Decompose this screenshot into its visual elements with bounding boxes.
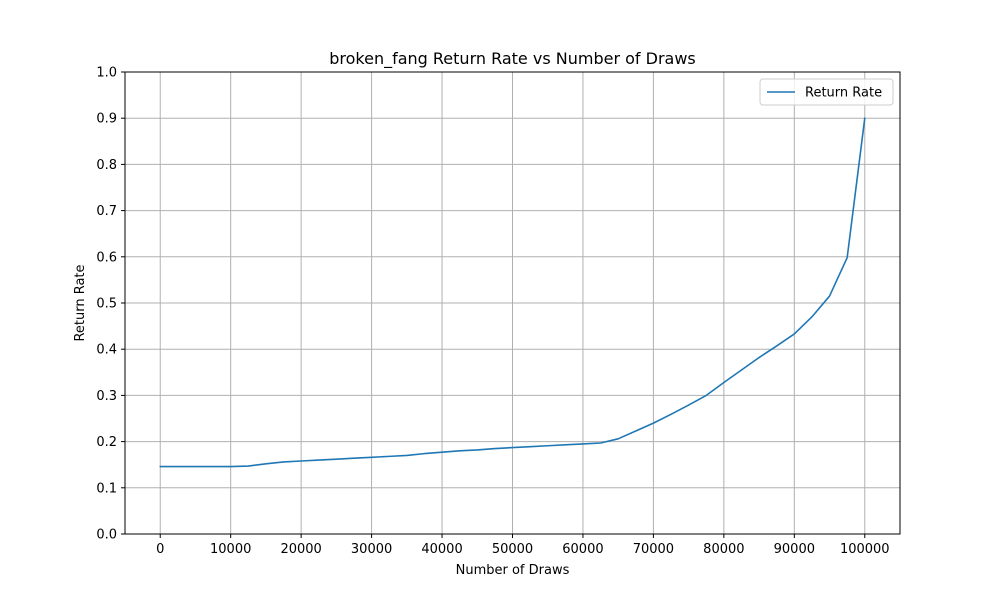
chart-title: broken_fang Return Rate vs Number of Dra…: [329, 49, 696, 69]
x-axis-ticks: 0 10000 20000 30000 40000 50000 60000 70000 8000…: [156, 534, 890, 557]
y-tick-label: 0.6: [96, 250, 117, 265]
y-tick-label: 0.4: [96, 343, 117, 358]
x-tick-label: 60000: [562, 542, 603, 557]
x-tick-label: 90000: [774, 542, 815, 557]
legend-box: [759, 78, 894, 106]
series-lines: [159, 117, 866, 468]
y-tick-label: 0.1: [96, 481, 117, 496]
legend: Return Rate: [759, 78, 894, 106]
x-tick-label: 100000: [840, 542, 890, 557]
legend-label: Return Rate: [805, 86, 882, 101]
y-axis-title: Return Rate: [73, 264, 88, 341]
y-tick-label: 0.0: [96, 528, 117, 543]
x-tick-label: 20000: [280, 542, 321, 557]
y-tick-label: 0.3: [96, 389, 117, 404]
y-tick-label: 0.2: [96, 435, 117, 450]
x-tick-label: 80000: [703, 542, 744, 557]
x-tick-label: 10000: [210, 542, 251, 557]
x-tick-label: 40000: [421, 542, 462, 557]
y-tick-label: 0.5: [96, 297, 117, 312]
x-tick-label: 30000: [351, 542, 392, 557]
y-tick-label: 0.8: [96, 158, 117, 173]
y-tick-label: 0.9: [96, 112, 117, 127]
x-tick-label: 50000: [492, 542, 533, 557]
x-axis-title: Number of Draws: [456, 563, 570, 578]
x-tick-label: 70000: [633, 542, 674, 557]
y-tick-label: 1.0: [96, 66, 117, 81]
x-tick-label: 0: [156, 542, 164, 557]
series-line-return-rate: [159, 117, 866, 468]
y-axis-ticks: 0.0 0.1 0.2 0.3 0.4 0.5 0.6 0.7 0.8 0.9 1.0: [96, 66, 125, 543]
y-tick-label: 0.7: [96, 204, 117, 219]
